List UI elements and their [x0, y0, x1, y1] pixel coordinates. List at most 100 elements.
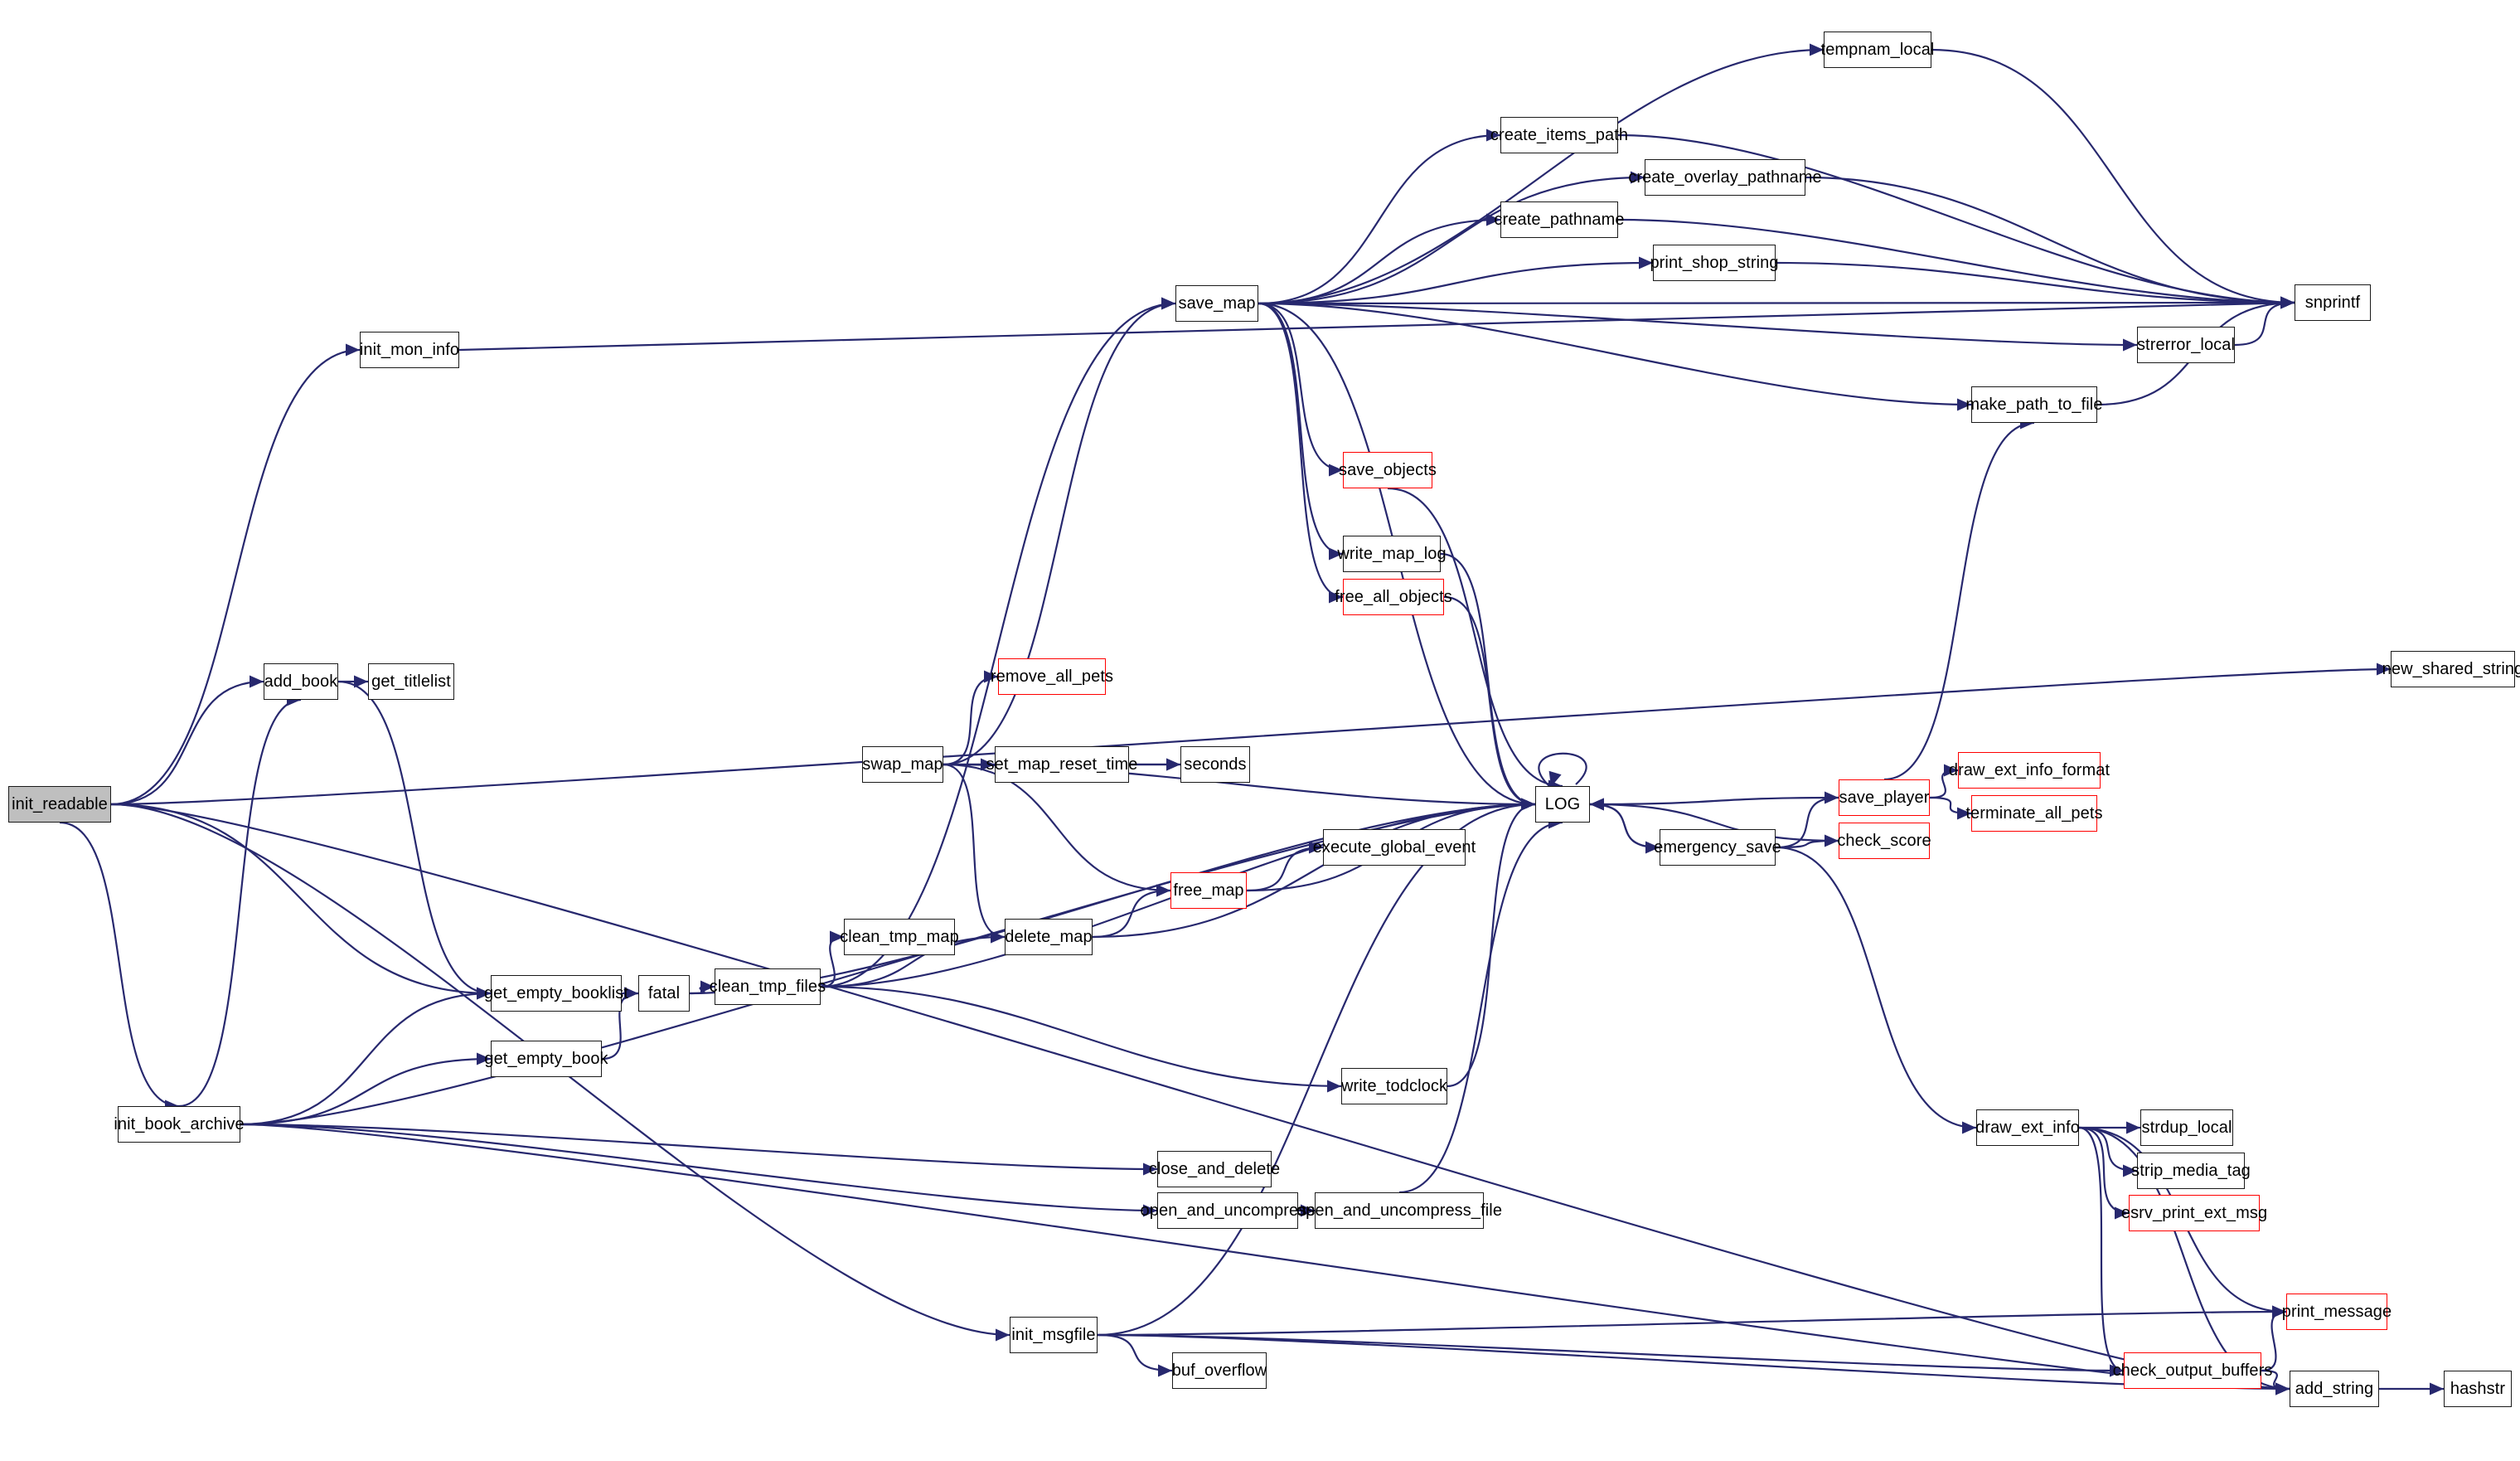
graph-node-clean_tmp_map[interactable]: clean_tmp_map [840, 919, 959, 955]
edge-fatal-to-clean_tmp_files-arrowhead [700, 980, 715, 993]
edge-free_map-to-execute_global_event-arrowhead [1309, 841, 1323, 854]
edge-init_readable-to-add_book [110, 680, 264, 806]
graph-node-snprintf[interactable]: snprintf [2295, 284, 2371, 321]
graph-node-init_book_archive[interactable]: init_book_archive [114, 1106, 245, 1143]
graph-node-save_objects[interactable]: save_objects [1339, 452, 1437, 488]
edge-save_player-to-terminate_all_pets-arrowhead [1957, 807, 1971, 820]
edge-draw_ext_info-to-strip_media_tag-arrowhead [2123, 1164, 2137, 1177]
edge-init_msgfile-to-LOG-arrowhead [1521, 798, 1535, 811]
graph-node-tempnam_local[interactable]: tempnam_local [1821, 32, 1934, 68]
graph-node-make_path_to_file[interactable]: make_path_to_file [1965, 386, 2102, 423]
edge-LOG-to-LOG [1538, 752, 1587, 787]
edge-init_book_archive-to-open_and_uncompress-arrowhead [1143, 1204, 1157, 1217]
graph-node-label: draw_ext_info_format [1948, 761, 2110, 779]
graph-node-create_overlay_pathname[interactable]: create_overlay_pathname [1628, 159, 1822, 196]
graph-node-write_todclock[interactable]: write_todclock [1341, 1068, 1447, 1104]
graph-node-check_score[interactable]: check_score [1837, 823, 1931, 859]
edge-init_readable-to-init_mon_info [110, 348, 361, 806]
graph-node-remove_all_pets[interactable]: remove_all_pets [991, 658, 1113, 695]
edge-save_map-to-write_map_log [1258, 302, 1344, 556]
edge-save_map-to-make_path_to_file [1258, 302, 1972, 406]
edge-init_book_archive-to-add_string [240, 1123, 2290, 1391]
graph-node-new_shared_string[interactable]: new_shared_string [2382, 651, 2520, 687]
edge-add_string-to-hashstr-arrowhead [2430, 1382, 2444, 1395]
graph-node-open_and_uncompress_file[interactable]: open_and_uncompress_file [1296, 1192, 1502, 1229]
graph-node-label: delete_map [1005, 928, 1093, 946]
edge-emergency_save-to-draw_ext_info [1775, 846, 1977, 1129]
graph-node-emergency_save[interactable]: emergency_save [1654, 829, 1781, 866]
edge-init_msgfile-to-buf_overflow-arrowhead [1158, 1364, 1172, 1377]
edge-save_player-to-make_path_to_file [1883, 421, 2035, 781]
graph-node-label: print_message [2281, 1303, 2392, 1321]
graph-node-strip_media_tag[interactable]: strip_media_tag [2131, 1153, 2251, 1189]
graph-node-draw_ext_info[interactable]: draw_ext_info [1975, 1109, 2080, 1146]
graph-node-print_shop_string[interactable]: print_shop_string [1650, 245, 1778, 281]
edge-clean_tmp_files-to-save_map [820, 302, 1176, 988]
graph-node-init_msgfile[interactable]: init_msgfile [1010, 1317, 1098, 1353]
graph-node-LOG[interactable]: LOG [1535, 786, 1590, 823]
graph-node-print_message[interactable]: print_message [2282, 1294, 2392, 1330]
graph-node-draw_ext_info_format[interactable]: draw_ext_info_format [1949, 752, 2110, 789]
edge-save_map-to-print_shop_string [1258, 261, 1654, 305]
edge-init_msgfile-to-buf_overflow [1097, 1333, 1173, 1372]
edge-open_and_uncompress_file-to-LOG [1398, 821, 1563, 1194]
edge-init_readable-to-init_book_archive [59, 821, 180, 1108]
graph-node-label: emergency_save [1654, 838, 1781, 857]
graph-node-label: free_all_objects [1335, 588, 1452, 606]
edge-create_pathname-to-snprintf [1617, 218, 2295, 304]
graph-node-write_map_log[interactable]: write_map_log [1337, 536, 1447, 572]
graph-node-label: close_and_delete [1148, 1160, 1281, 1178]
edge-clean_tmp_files-to-write_todclock-arrowhead [1327, 1080, 1341, 1093]
edge-init_msgfile-to-print_message [1097, 1310, 2287, 1337]
edge-init_msgfile-to-check_output_buffers-arrowhead [2110, 1364, 2124, 1377]
graph-node-fatal[interactable]: fatal [638, 975, 690, 1012]
edge-save_map-to-print_shop_string-arrowhead [1639, 256, 1653, 269]
graph-node-free_all_objects[interactable]: free_all_objects [1335, 579, 1452, 615]
graph-node-label: check_score [1837, 832, 1931, 850]
graph-node-clean_tmp_files[interactable]: clean_tmp_files [710, 968, 826, 1005]
graph-node-save_map[interactable]: save_map [1175, 285, 1258, 322]
edge-emergency_save-to-draw_ext_info-arrowhead [1962, 1121, 1976, 1134]
graph-node-init_readable[interactable]: init_readable [8, 786, 111, 823]
graph-node-delete_map[interactable]: delete_map [1005, 919, 1093, 955]
edge-swap_map-to-save_map [943, 302, 1176, 766]
graph-node-close_and_delete[interactable]: close_and_delete [1149, 1151, 1280, 1187]
graph-node-seconds[interactable]: seconds [1180, 746, 1250, 783]
graph-node-add_string[interactable]: add_string [2290, 1371, 2379, 1407]
graph-node-init_mon_info[interactable]: init_mon_info [360, 332, 459, 368]
edge-free_map-to-execute_global_event [1246, 846, 1324, 892]
edge-save_map-to-tempnam_local-arrowhead [1810, 43, 1824, 56]
graph-node-get_titlelist[interactable]: get_titlelist [368, 663, 454, 700]
graph-node-get_empty_book[interactable]: get_empty_book [484, 1041, 608, 1077]
graph-node-strerror_local[interactable]: strerror_local [2137, 327, 2235, 363]
edge-create_overlay_pathname-to-snprintf [1805, 176, 2295, 304]
graph-node-label: snprintf [2304, 294, 2361, 312]
graph-node-hashstr[interactable]: hashstr [2444, 1371, 2512, 1407]
edge-clean_tmp_files-to-clean_tmp_map-arrowhead [830, 930, 844, 944]
graph-node-get_empty_booklist[interactable]: get_empty_booklist [484, 975, 628, 1012]
graph-node-open_and_uncompress[interactable]: open_and_uncompress [1141, 1192, 1315, 1229]
graph-node-label: buf_overflow [1171, 1361, 1267, 1380]
graph-node-save_player[interactable]: save_player [1839, 779, 1930, 816]
edge-save_player-to-LOG [1589, 796, 1839, 806]
graph-node-set_map_reset_time[interactable]: set_map_reset_time [986, 746, 1137, 783]
graph-node-swap_map[interactable]: swap_map [862, 746, 943, 783]
graph-node-terminate_all_pets[interactable]: terminate_all_pets [1965, 795, 2103, 832]
graph-node-label: seconds [1184, 755, 1247, 774]
graph-node-esrv_print_ext_msg[interactable]: esrv_print_ext_msg [2121, 1195, 2267, 1231]
edge-LOG-to-LOG-arrowhead [1548, 770, 1562, 787]
graph-node-strdup_local[interactable]: strdup_local [2140, 1109, 2233, 1146]
edge-check_score-to-LOG-arrowhead [1590, 798, 1604, 811]
graph-node-execute_global_event[interactable]: execute_global_event [1313, 829, 1476, 866]
graph-node-label: tempnam_local [1820, 41, 1935, 59]
graph-node-create_pathname[interactable]: create_pathname [1494, 201, 1624, 238]
graph-node-check_output_buffers[interactable]: check_output_buffers [2113, 1352, 2272, 1389]
graph-node-buf_overflow[interactable]: buf_overflow [1172, 1352, 1267, 1389]
graph-node-free_map[interactable]: free_map [1170, 872, 1247, 909]
graph-node-label: clean_tmp_map [840, 928, 959, 946]
graph-node-create_items_path[interactable]: create_items_path [1490, 117, 1628, 153]
graph-node-label: init_mon_info [359, 341, 460, 359]
graph-node-label: init_book_archive [114, 1115, 245, 1133]
graph-node-label: get_titlelist [371, 672, 451, 691]
graph-node-add_book[interactable]: add_book [264, 663, 338, 700]
